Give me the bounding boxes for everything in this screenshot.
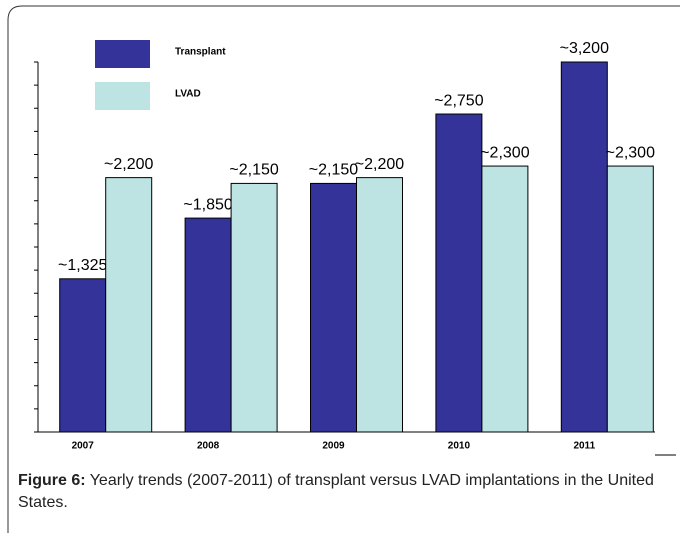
bar <box>230 182 278 433</box>
value-label: ~2,300 <box>606 144 655 161</box>
legend-swatch <box>95 82 150 110</box>
bar <box>356 177 403 433</box>
value-label: ~2,150 <box>229 162 278 179</box>
bar <box>481 165 529 433</box>
x-tick-label: 2010 <box>448 441 471 452</box>
caption-text: Yearly trends (2007-2011) of transplant … <box>18 472 654 511</box>
value-label: ~2,200 <box>355 156 404 173</box>
legend-swatch <box>95 40 150 68</box>
bar <box>59 278 107 433</box>
x-tick-label: 2009 <box>322 441 345 452</box>
bar <box>435 113 483 433</box>
bar <box>184 217 232 433</box>
x-tick-label: 2011 <box>573 441 595 452</box>
value-label: ~1,325 <box>58 257 107 274</box>
x-tick-label: 2008 <box>197 441 220 452</box>
legend-label: LVAD <box>175 89 201 100</box>
value-label: ~2,150 <box>309 162 358 179</box>
bar <box>105 177 153 433</box>
value-label: ~1,850 <box>183 196 232 213</box>
bar <box>606 165 654 433</box>
value-label: ~2,200 <box>104 156 153 173</box>
bar <box>310 182 357 433</box>
frame <box>7 5 680 533</box>
caption: Figure 6: Yearly trends (2007-2011) of t… <box>18 470 673 514</box>
value-label: ~2,300 <box>480 144 529 161</box>
bar <box>560 61 608 433</box>
x-tick-label: 2007 <box>72 441 95 452</box>
value-label: ~2,750 <box>434 92 483 109</box>
caption-label: Figure 6: <box>18 472 86 489</box>
value-label: ~3,200 <box>560 40 609 57</box>
legend-label: Transplant <box>175 47 226 58</box>
